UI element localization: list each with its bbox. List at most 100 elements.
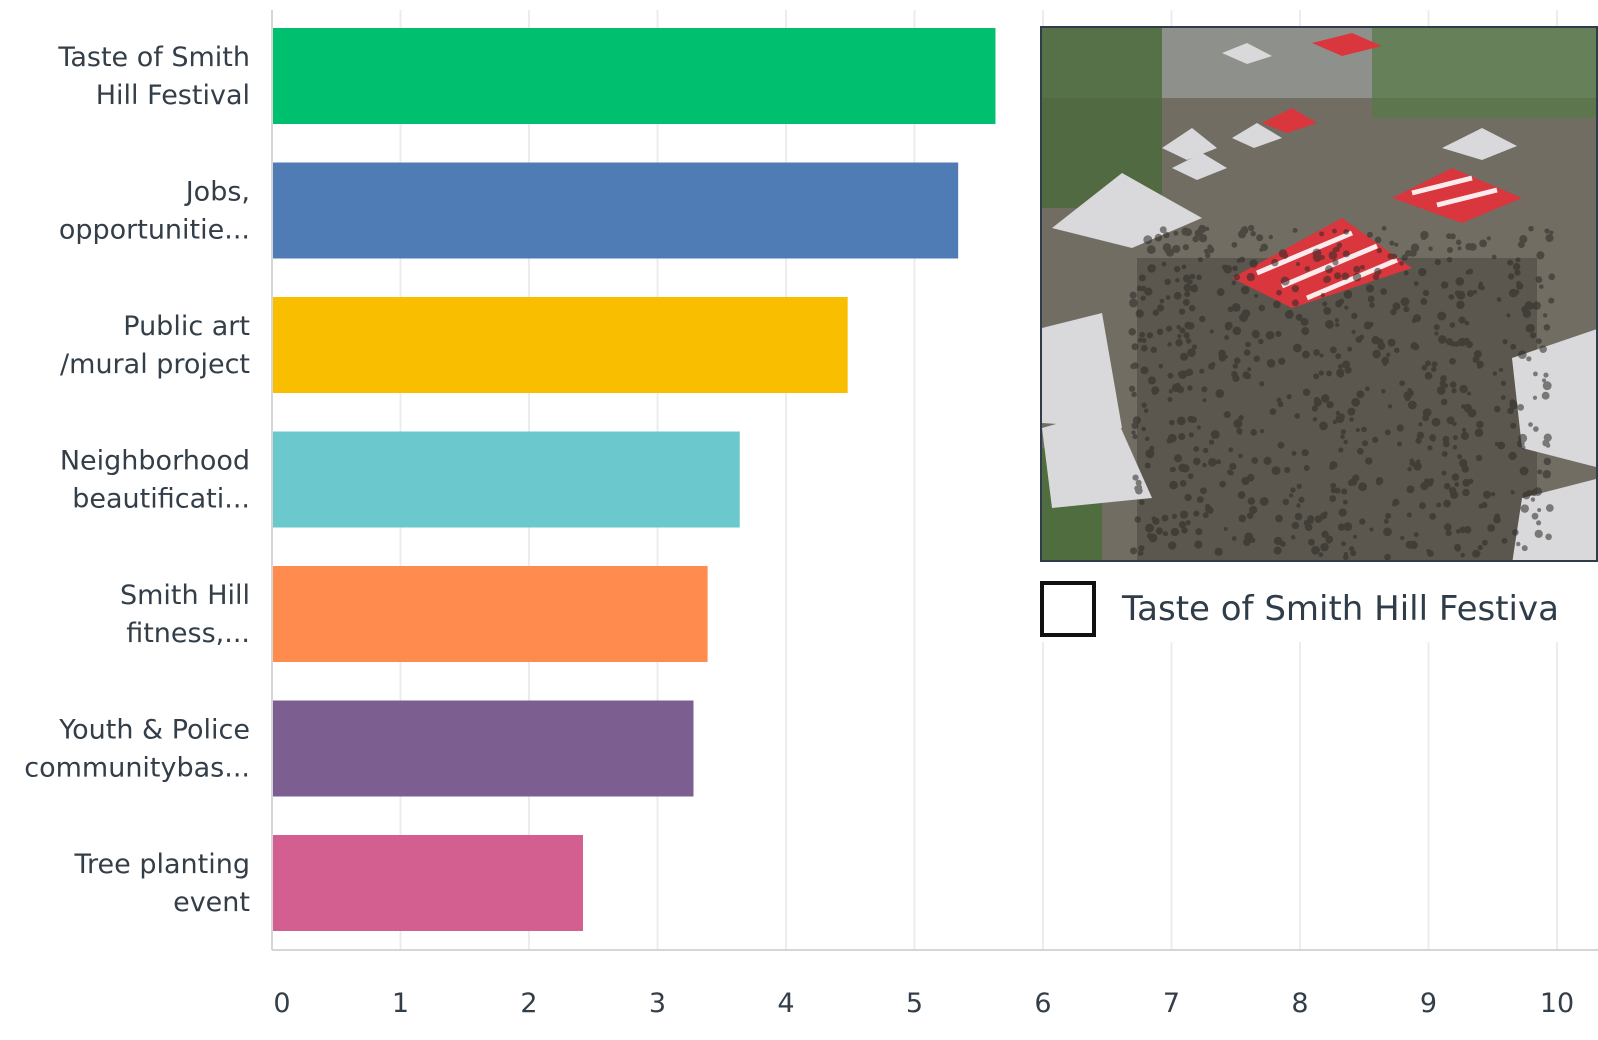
crowd-dot — [1431, 361, 1438, 368]
crowd-dot — [1187, 415, 1195, 423]
category-label: Public art — [123, 311, 250, 342]
crowd-dot — [1185, 338, 1192, 344]
caption-text: Taste of Smith Hill Festiva — [1122, 589, 1559, 629]
bars — [273, 28, 996, 931]
image-preview: Taste of Smith Hill Festiva — [1040, 26, 1598, 642]
crowd-dot — [1192, 235, 1199, 243]
crowd-dot — [1147, 264, 1156, 273]
crowd-dot — [1367, 295, 1375, 303]
crowd-dot — [1420, 233, 1428, 241]
crowd-dot — [1196, 425, 1201, 430]
crowd-dot — [1533, 426, 1539, 432]
crowd-dot — [1249, 505, 1258, 515]
crowd-dot — [1542, 381, 1552, 391]
category-label: fitness,... — [126, 618, 250, 649]
crowd-dot — [1441, 450, 1448, 457]
crowd-dot — [1242, 371, 1250, 379]
crowd-dot — [1532, 371, 1538, 377]
crowd-dot — [1526, 356, 1532, 362]
crowd-dot — [1440, 398, 1448, 406]
crowd-dot — [1202, 512, 1209, 519]
crowd-dot — [1286, 393, 1292, 400]
crowd-dot — [1202, 447, 1209, 454]
crowd-dot — [1404, 250, 1412, 257]
crowd-dot — [1405, 540, 1414, 549]
crowd-dot — [1249, 259, 1258, 268]
crowd-dot — [1193, 446, 1200, 452]
crowd-dot — [1545, 504, 1554, 512]
crowd-dot — [1271, 466, 1281, 476]
crowd-dot — [1486, 236, 1491, 241]
crowd-dot — [1457, 337, 1467, 347]
crowd-dot — [1349, 417, 1354, 422]
crowd-dot — [1394, 347, 1400, 354]
crowd-dot — [1455, 277, 1465, 286]
crowd-dot — [1514, 269, 1521, 276]
crowd-dot — [1436, 502, 1442, 508]
crowd-dot — [1233, 357, 1241, 364]
crowd-dot — [1535, 276, 1543, 284]
crowd-dot — [1381, 356, 1390, 365]
category-labels: Taste of Smith Hill Festival Jobs, opportun… — [24, 42, 250, 918]
crowd-dot — [1202, 398, 1207, 403]
crowd-dot — [1457, 246, 1462, 251]
crowd-dot — [1216, 459, 1222, 465]
crowd-dot — [1455, 546, 1461, 552]
crowd-dot — [1132, 434, 1138, 440]
crowd-dot — [1443, 523, 1452, 531]
crowd-dot — [1204, 505, 1213, 514]
crowd-dot — [1428, 477, 1435, 484]
crowd-dot — [1318, 552, 1324, 558]
crowd-dot — [1443, 499, 1451, 508]
crowd-dot — [1174, 277, 1180, 283]
crowd-dot — [1326, 370, 1333, 377]
crowd-dot — [1356, 447, 1364, 455]
crowd-dot — [1309, 519, 1314, 524]
crowd-dot — [1248, 224, 1255, 232]
category-label: Neighborhood — [60, 446, 250, 477]
crowd-dot — [1512, 529, 1519, 536]
image-caption: Taste of Smith Hill Festiva — [1040, 578, 1559, 640]
crowd-dot — [1449, 322, 1456, 328]
crowd-dot — [1479, 285, 1485, 291]
crowd-dot — [1536, 338, 1542, 344]
crowd-dot — [1369, 302, 1375, 308]
category-label: beautificati... — [72, 484, 250, 515]
crowd-dot — [1151, 389, 1158, 396]
crowd-dot — [1276, 289, 1282, 296]
crowd-dot — [1374, 236, 1382, 244]
crowd-dot — [1251, 457, 1259, 464]
crowd-dot — [1543, 372, 1549, 378]
crowd-dot — [1407, 466, 1412, 472]
legend-swatch — [1040, 581, 1096, 637]
crowd-dot — [1332, 228, 1337, 234]
crowd-dot — [1214, 547, 1223, 556]
crowd-dot — [1334, 318, 1339, 323]
x-tick-labels: 0 1 2 3 4 5 6 7 8 9 10 — [273, 988, 1574, 1019]
crowd-dot — [1129, 298, 1138, 308]
crowd-dot — [1482, 490, 1491, 499]
crowd-dot — [1464, 320, 1470, 326]
crowd-dot — [1132, 474, 1139, 481]
x-tick-label: 1 — [392, 988, 409, 1019]
crowd-dot — [1500, 395, 1506, 400]
crowd-dot — [1445, 338, 1454, 346]
crowd-dot — [1372, 273, 1380, 281]
crowd-dot — [1237, 491, 1246, 499]
crowd-dot — [1366, 231, 1373, 238]
crowd-dot — [1141, 344, 1148, 352]
crowd-dot — [1532, 395, 1538, 400]
crowd-dot — [1182, 274, 1191, 283]
crowd-dot — [1446, 256, 1453, 263]
category-label: /mural project — [60, 349, 250, 380]
crowd-dot — [1474, 428, 1484, 438]
crowd-dot — [1231, 302, 1241, 312]
crowd-dot — [1344, 366, 1352, 374]
crowd-dot — [1528, 422, 1533, 427]
crowd-dot — [1493, 515, 1501, 524]
crowd-dot — [1530, 332, 1537, 339]
crowd-dot — [1364, 386, 1370, 392]
crowd-dot — [1227, 469, 1233, 475]
crowd-dot — [1277, 401, 1284, 408]
crowd-dot — [1185, 520, 1191, 526]
